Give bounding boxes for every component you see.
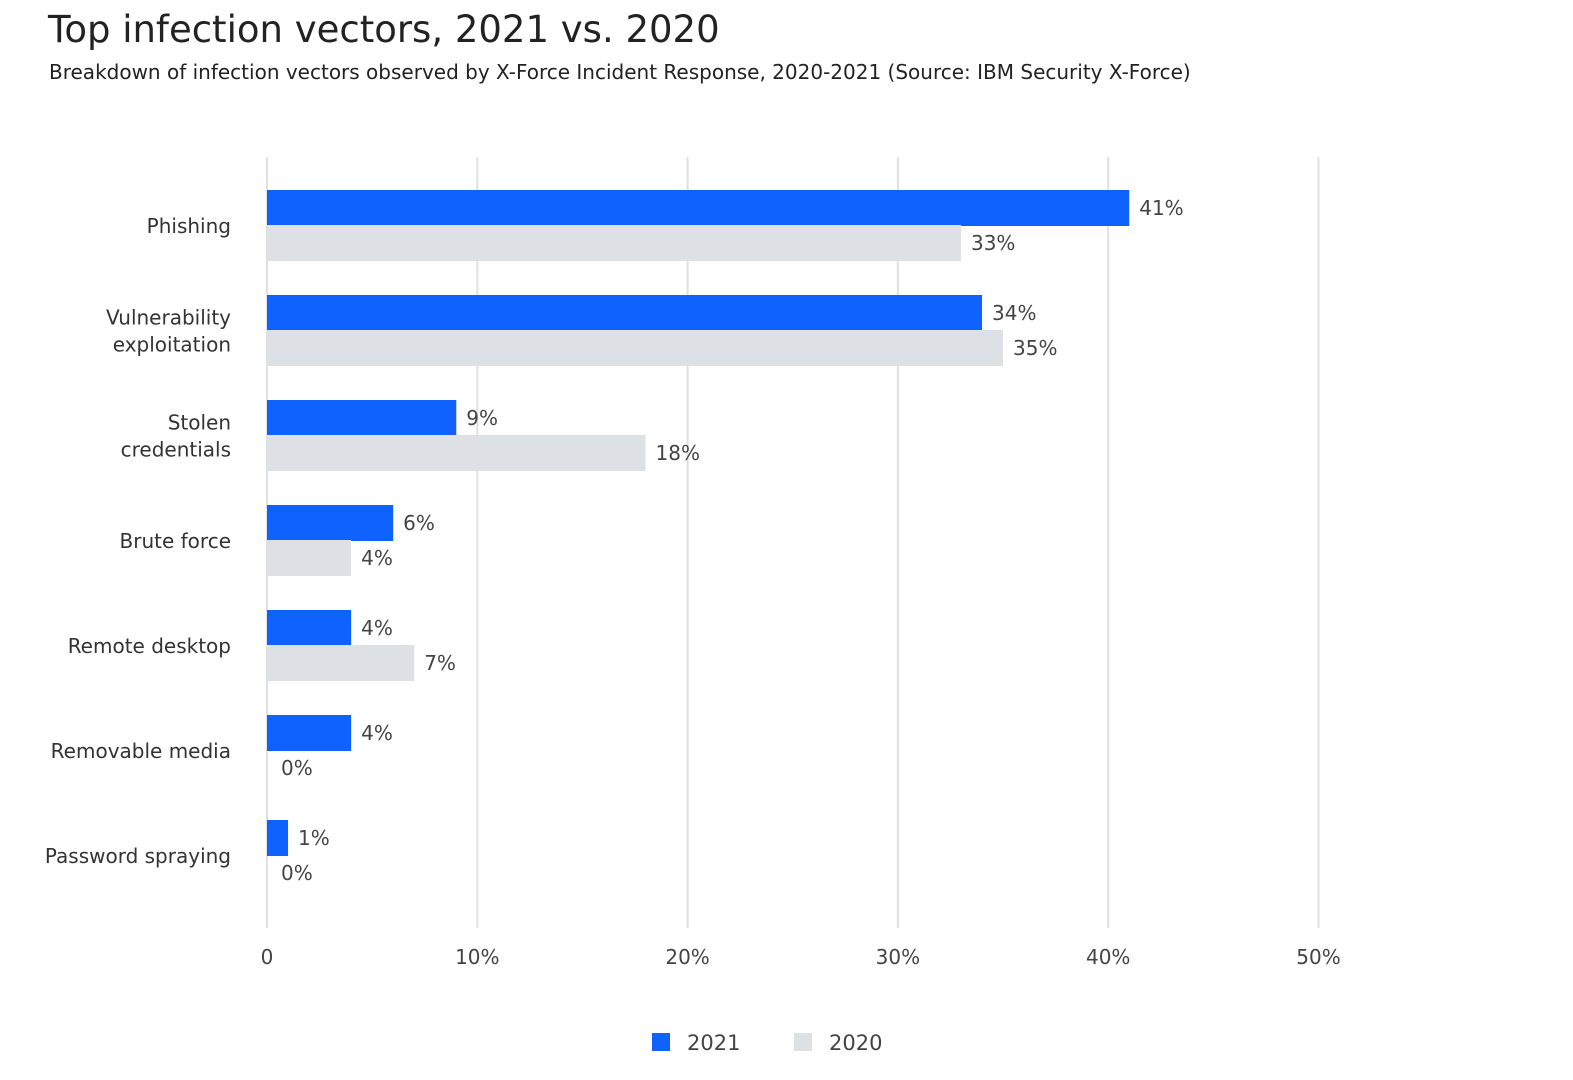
- category-label: Password spraying: [45, 844, 231, 868]
- category-label: Remote desktop: [68, 634, 231, 658]
- value-label-2020: 0%: [281, 861, 313, 885]
- x-tick-label: 50%: [1296, 945, 1340, 969]
- legend-swatch-2021: [652, 1033, 670, 1051]
- bar-2021: [267, 190, 1130, 226]
- value-label-2021: 9%: [466, 406, 498, 430]
- category-label: Brute force: [120, 529, 231, 553]
- category-label: Removable media: [51, 739, 231, 763]
- chart-subtitle: Breakdown of infection vectors observed …: [49, 60, 1191, 84]
- legend-swatch-2020: [794, 1033, 812, 1051]
- value-label-2021: 1%: [298, 826, 330, 850]
- category-label-line: Remote desktop: [68, 634, 231, 658]
- value-label-2020: 4%: [361, 546, 393, 570]
- category-labels: Phishing Vulnerability exploitation Stolen c…: [45, 214, 231, 868]
- bar-2021: [267, 400, 457, 436]
- bar-2021: [267, 820, 289, 856]
- value-label-2020: 35%: [1013, 336, 1057, 360]
- chart-title: Top infection vectors, 2021 vs. 2020: [48, 8, 720, 51]
- category-label-line: Vulnerability: [106, 306, 231, 330]
- value-label-2021: 4%: [361, 616, 393, 640]
- value-label-2020: 18%: [656, 441, 700, 465]
- category-label-line: Stolen: [168, 411, 231, 435]
- category-label: Phishing: [147, 214, 231, 238]
- x-tick-label: 40%: [1086, 945, 1130, 969]
- bar-2021: [267, 610, 352, 646]
- bars: [267, 190, 1130, 856]
- legend-label-2020: 2020: [829, 1031, 882, 1055]
- bar-2021: [267, 715, 352, 751]
- bar-2021: [267, 295, 983, 331]
- x-tick-label: 10%: [455, 945, 499, 969]
- category-label: Stolen credentials: [121, 411, 231, 462]
- x-tick-label: 20%: [665, 945, 709, 969]
- value-label-2021: 6%: [403, 511, 435, 535]
- value-labels: 41% 33% 34% 35% 9% 18% 6% 4% 4% 7% 4% 0% 1% 0%: [281, 196, 1184, 885]
- legend-label-2021: 2021: [687, 1031, 740, 1055]
- value-label-2020: 0%: [281, 756, 313, 780]
- value-label-2021: 41%: [1139, 196, 1183, 220]
- gridlines: [266, 157, 1320, 928]
- category-label: Vulnerability exploitation: [106, 306, 231, 357]
- bar-2020: [267, 435, 646, 471]
- category-label-line: Brute force: [120, 529, 231, 553]
- bar-2020: [267, 645, 415, 681]
- value-label-2021: 4%: [361, 721, 393, 745]
- category-label-line: exploitation: [113, 333, 231, 357]
- bar-2020: [267, 225, 961, 261]
- value-label-2021: 34%: [992, 301, 1036, 325]
- x-axis-ticks: 0 10% 20% 30% 40% 50%: [261, 945, 1341, 969]
- value-label-2020: 7%: [424, 651, 456, 675]
- x-tick-label: 30%: [876, 945, 920, 969]
- category-label-line: credentials: [121, 438, 231, 462]
- bar-2020: [267, 330, 1004, 366]
- value-label-2020: 33%: [971, 231, 1015, 255]
- bar-2021: [267, 505, 394, 541]
- legend: 2021 2020: [652, 1031, 882, 1055]
- category-label-line: Password spraying: [45, 844, 231, 868]
- category-label-line: Removable media: [51, 739, 231, 763]
- x-tick-label: 0: [261, 945, 274, 969]
- bar-2020: [267, 540, 352, 576]
- category-label-line: Phishing: [147, 214, 231, 238]
